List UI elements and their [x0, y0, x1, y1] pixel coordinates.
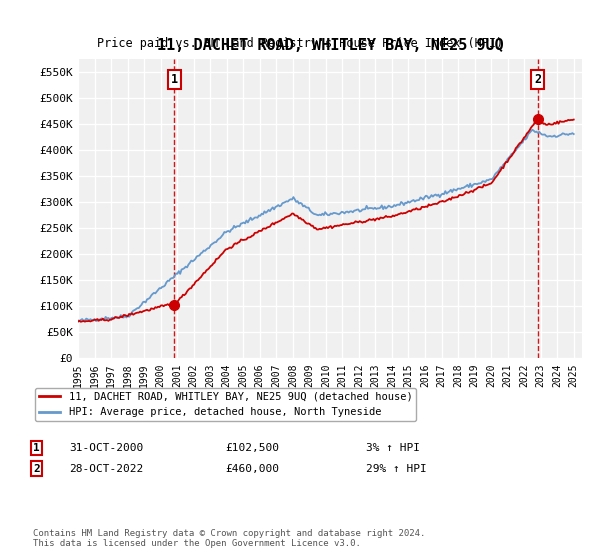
Text: 31-OCT-2000: 31-OCT-2000	[69, 443, 143, 453]
Title: 11, DACHET ROAD, WHITLEY BAY, NE25 9UQ: 11, DACHET ROAD, WHITLEY BAY, NE25 9UQ	[157, 39, 503, 53]
Text: 29% ↑ HPI: 29% ↑ HPI	[366, 464, 427, 474]
Legend: 11, DACHET ROAD, WHITLEY BAY, NE25 9UQ (detached house), HPI: Average price, det: 11, DACHET ROAD, WHITLEY BAY, NE25 9UQ (…	[35, 388, 416, 421]
Text: 3% ↑ HPI: 3% ↑ HPI	[366, 443, 420, 453]
Text: 2: 2	[33, 464, 40, 474]
Text: 28-OCT-2022: 28-OCT-2022	[69, 464, 143, 474]
Text: 2: 2	[535, 73, 541, 86]
Text: Contains HM Land Registry data © Crown copyright and database right 2024.
This d: Contains HM Land Registry data © Crown c…	[33, 529, 425, 548]
Text: Price paid vs. HM Land Registry's House Price Index (HPI): Price paid vs. HM Land Registry's House …	[97, 37, 503, 50]
Text: 1: 1	[33, 443, 40, 453]
Text: £102,500: £102,500	[225, 443, 279, 453]
Text: 1: 1	[171, 73, 178, 86]
Text: £460,000: £460,000	[225, 464, 279, 474]
